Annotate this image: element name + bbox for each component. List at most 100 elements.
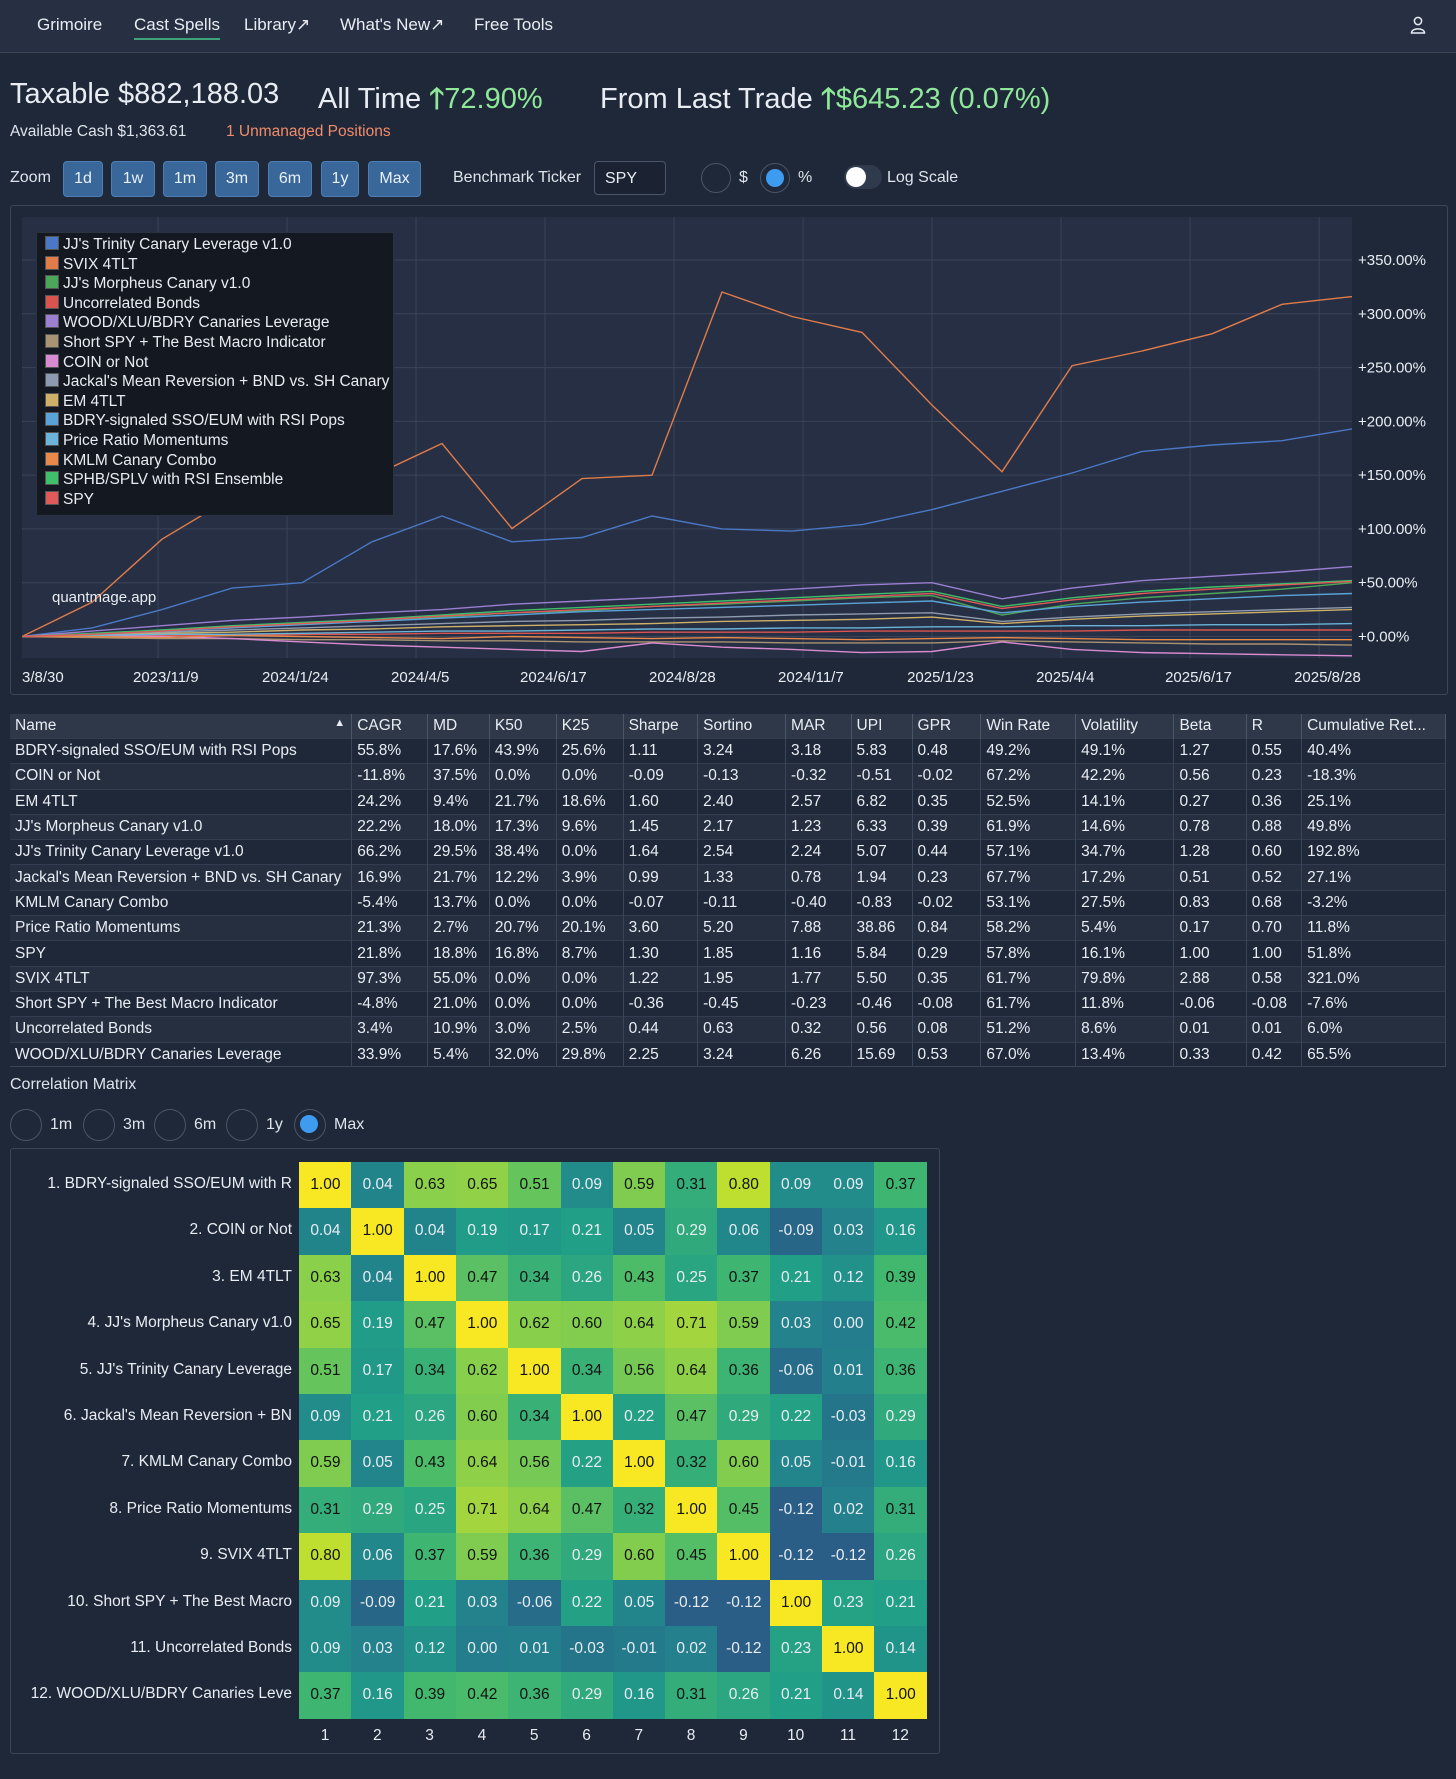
zoom-1d-button[interactable]: 1d (63, 161, 103, 197)
y-tick-label: +300.00% (1358, 306, 1426, 323)
table-cell: 0.88 (1246, 813, 1303, 840)
legend-item[interactable]: SVIX 4TLT (45, 255, 138, 275)
table-row[interactable]: Price Ratio Momentums 21.3% 2.7% 20.7% 20.1%… (10, 915, 1446, 941)
table-row[interactable]: KMLM Canary Combo -5.4% 13.7% 0.0% 0.0% -0.07… (10, 889, 1446, 916)
matrix-cell: 0.47 (403, 1301, 457, 1349)
matrix-cell: -0.03 (822, 1394, 875, 1441)
table-cell: 1.28 (1173, 839, 1247, 865)
unmanaged-positions-link[interactable]: 1 Unmanaged Positions (226, 123, 391, 140)
legend-item[interactable]: KMLM Canary Combo (45, 451, 216, 471)
table-row[interactable]: SVIX 4TLT 97.3% 55.0% 0.0% 0.0% 1.22 1.95 1.77 5… (10, 965, 1446, 992)
zoom-1y-button[interactable]: 1y (321, 161, 359, 197)
table-row[interactable]: Short SPY + The Best Macro Indicator -4.8… (10, 990, 1446, 1017)
nav-whats-new[interactable]: What's New↗ (340, 15, 445, 34)
benchmark-ticker-input[interactable]: SPY (594, 161, 666, 195)
legend-label: WOOD/XLU/BDRY Canaries Leverage (63, 314, 330, 332)
column-header[interactable]: Beta (1173, 714, 1247, 739)
table-cell: 5.84 (851, 940, 913, 967)
period-radio-max[interactable] (294, 1109, 326, 1141)
column-header[interactable]: K25 (556, 714, 624, 739)
period-radio-6m[interactable] (154, 1109, 186, 1141)
table-cell: 0.23 (1246, 763, 1303, 790)
chart-watermark: quantmage.app (52, 589, 156, 606)
matrix-row-label: 12. WOOD/XLU/BDRY Canaries Leve (30, 1685, 292, 1703)
column-header[interactable]: MAR (785, 714, 852, 739)
table-cell: 57.8% (980, 940, 1077, 967)
legend-item[interactable]: Short SPY + The Best Macro Indicator (45, 334, 326, 353)
column-header[interactable]: Sortino (697, 714, 787, 739)
legend-label: Uncorrelated Bonds (63, 294, 200, 312)
nav-library[interactable]: Library↗ (244, 15, 311, 34)
column-header[interactable]: CAGR (351, 714, 429, 739)
zoom-3m-button[interactable]: 3m (215, 161, 259, 197)
sort-ascending-icon[interactable]: ▲ (334, 717, 346, 729)
nav-grimoire[interactable]: Grimoire (37, 15, 103, 34)
table-row[interactable]: COIN or Not -11.8% 37.5% 0.0% 0.0% -0.09 -0.13… (10, 763, 1446, 790)
column-header[interactable]: K50 (489, 714, 557, 739)
column-header[interactable]: Sharpe (623, 714, 699, 739)
period-radio-3m[interactable] (83, 1109, 115, 1141)
legend-item[interactable]: SPY (45, 490, 94, 510)
table-cell: 0.0% (489, 889, 557, 916)
matrix-cell: 0.34 (560, 1347, 614, 1395)
table-row[interactable]: JJ's Trinity Canary Leverage v1.0 66.2% 29… (10, 839, 1446, 865)
column-header[interactable]: GPR (912, 714, 982, 739)
table-cell: 49.1% (1075, 737, 1175, 764)
legend-item[interactable]: Price Ratio Momentums (45, 432, 228, 451)
column-header[interactable]: R (1246, 714, 1303, 739)
zoom-1w-button[interactable]: 1w (111, 161, 155, 197)
legend-item[interactable]: BDRY-signaled SSO/EUM with RSI Pops (45, 412, 345, 431)
legend-item[interactable]: JJ's Trinity Canary Leverage v1.0 (45, 236, 292, 255)
log-scale-toggle[interactable] (844, 165, 882, 189)
table-cell: 0.08 (912, 1016, 982, 1043)
column-header[interactable]: Win Rate (980, 714, 1077, 739)
table-row[interactable]: BDRY-signaled SSO/EUM with RSI Pops 55.8%… (10, 737, 1446, 764)
period-radio-1m[interactable] (10, 1109, 42, 1141)
dollar-mode-radio[interactable] (701, 163, 731, 193)
table-row[interactable]: JJ's Morpheus Canary v1.0 22.2% 18.0% 17.3%… (10, 813, 1446, 840)
matrix-cell: 0.09 (560, 1162, 614, 1209)
legend-item[interactable]: EM 4TLT (45, 392, 126, 412)
table-cell: 1.23 (785, 813, 852, 840)
table-row[interactable]: Uncorrelated Bonds 3.4% 10.9% 3.0% 2.5% 0.44 0… (10, 1016, 1446, 1043)
zoom-max-button[interactable]: Max (368, 161, 421, 197)
column-header[interactable]: Cumulative Ret... (1301, 714, 1446, 739)
table-cell: -0.06 (1173, 990, 1247, 1017)
y-tick-label: +100.00% (1358, 521, 1426, 538)
table-row[interactable]: EM 4TLT 24.2% 9.4% 21.7% 18.6% 1.60 2.40 2.57 6.… (10, 788, 1446, 815)
period-radio-1y[interactable] (226, 1109, 258, 1141)
column-header[interactable]: UPI (851, 714, 913, 739)
zoom-6m-button[interactable]: 6m (268, 161, 312, 197)
legend-item[interactable]: COIN or Not (45, 353, 148, 373)
legend-item[interactable]: SPHB/SPLV with RSI Ensemble (45, 471, 283, 490)
table-row[interactable]: WOOD/XLU/BDRY Canaries Leverage 33.9% 5.4%… (10, 1041, 1446, 1067)
legend-swatch (45, 236, 59, 250)
matrix-cell: 0.22 (612, 1394, 666, 1441)
period-label: 1y (266, 1116, 283, 1133)
user-icon[interactable] (1410, 16, 1426, 34)
legend-item[interactable]: WOOD/XLU/BDRY Canaries Leverage (45, 314, 329, 333)
legend-item[interactable]: JJ's Morpheus Canary v1.0 (45, 275, 250, 294)
matrix-cell: 0.47 (455, 1254, 509, 1302)
matrix-cell: -0.06 (508, 1579, 561, 1627)
legend-item[interactable]: Jackal's Mean Reversion + BND vs. SH Can… (45, 373, 389, 392)
nav-cast-spells[interactable]: Cast Spells (134, 15, 220, 40)
column-header[interactable]: Name ▲ (10, 714, 353, 739)
table-row[interactable]: SPY 21.8% 18.8% 16.8% 8.7% 1.30 1.85 1.16 5.84 0.… (10, 940, 1446, 967)
nav-free-tools[interactable]: Free Tools (474, 15, 554, 34)
matrix-cell: 0.00 (822, 1301, 875, 1349)
matrix-cell: 0.04 (299, 1208, 352, 1256)
zoom-toolbar: Zoom 1d 1w 1m 3m 6m 1y Max Benchmark Tic… (0, 161, 1456, 197)
table-row[interactable]: Jackal's Mean Reversion + BND vs. SH Can… (10, 864, 1446, 891)
table-cell: 0.83 (1173, 889, 1247, 916)
percent-mode-radio[interactable] (760, 163, 790, 193)
column-header[interactable]: Volatility (1075, 714, 1175, 739)
table-cell: 0.84 (912, 915, 982, 941)
column-header-label: Name (15, 717, 57, 734)
zoom-1m-button[interactable]: 1m (163, 161, 207, 197)
column-header[interactable]: MD (427, 714, 490, 739)
legend-item[interactable]: Uncorrelated Bonds (45, 294, 200, 314)
matrix-column-label: 5 (529, 1727, 539, 1744)
x-tick-label: 2023/11/9 (133, 669, 199, 686)
matrix-cell: 0.45 (717, 1486, 771, 1534)
